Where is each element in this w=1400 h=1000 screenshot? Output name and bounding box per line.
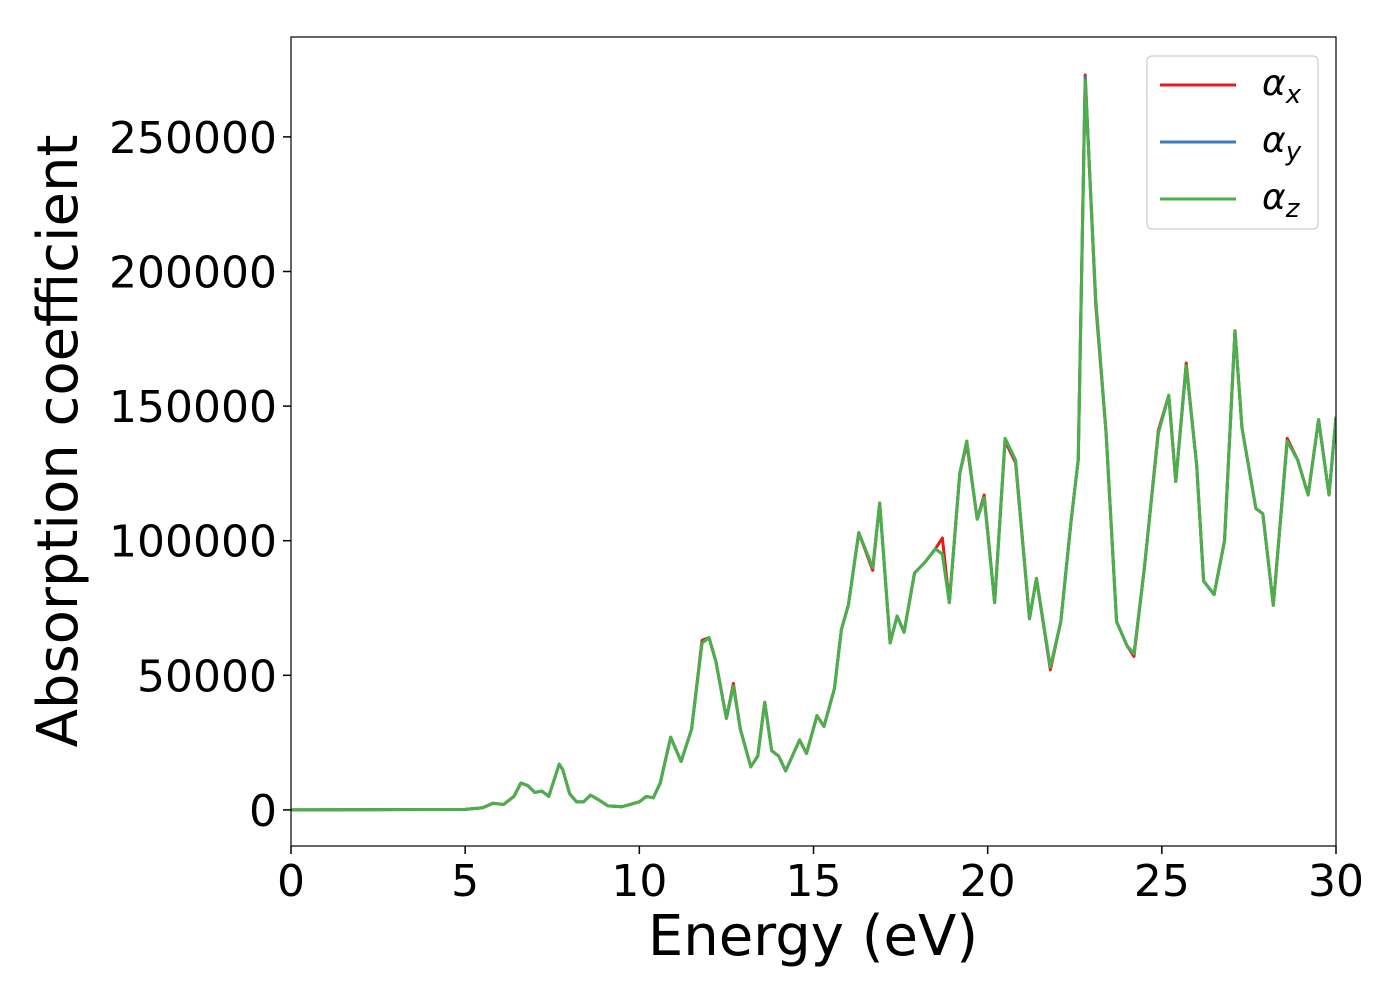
x-tick-label: 10: [611, 856, 667, 907]
legend-label: αz: [1262, 177, 1301, 224]
x-tick-label: 0: [277, 856, 305, 907]
x-tick-label: 20: [960, 856, 1016, 907]
legend: αx αy αz: [1146, 55, 1319, 230]
legend-label: αy: [1262, 120, 1302, 167]
legend-label: αx: [1262, 63, 1302, 110]
x-tick-label: 5: [451, 856, 479, 907]
x-axis-label: Energy (eV): [648, 904, 978, 969]
y-tick-label: 50000: [137, 651, 277, 702]
x-tick-label: 15: [786, 856, 842, 907]
y-tick-label: 150000: [109, 382, 277, 433]
y-axis-label: Absorption coefficient: [26, 135, 91, 748]
series-line: [291, 78, 1336, 812]
x-tick-label: 25: [1134, 856, 1190, 907]
y-tick-label: 200000: [109, 247, 277, 298]
y-tick-label: 100000: [109, 517, 277, 568]
y-tick-label: 0: [249, 786, 277, 837]
y-tick-label: 250000: [109, 113, 277, 164]
plot-frame: [290, 36, 1337, 847]
x-tick-label: 30: [1308, 856, 1364, 907]
